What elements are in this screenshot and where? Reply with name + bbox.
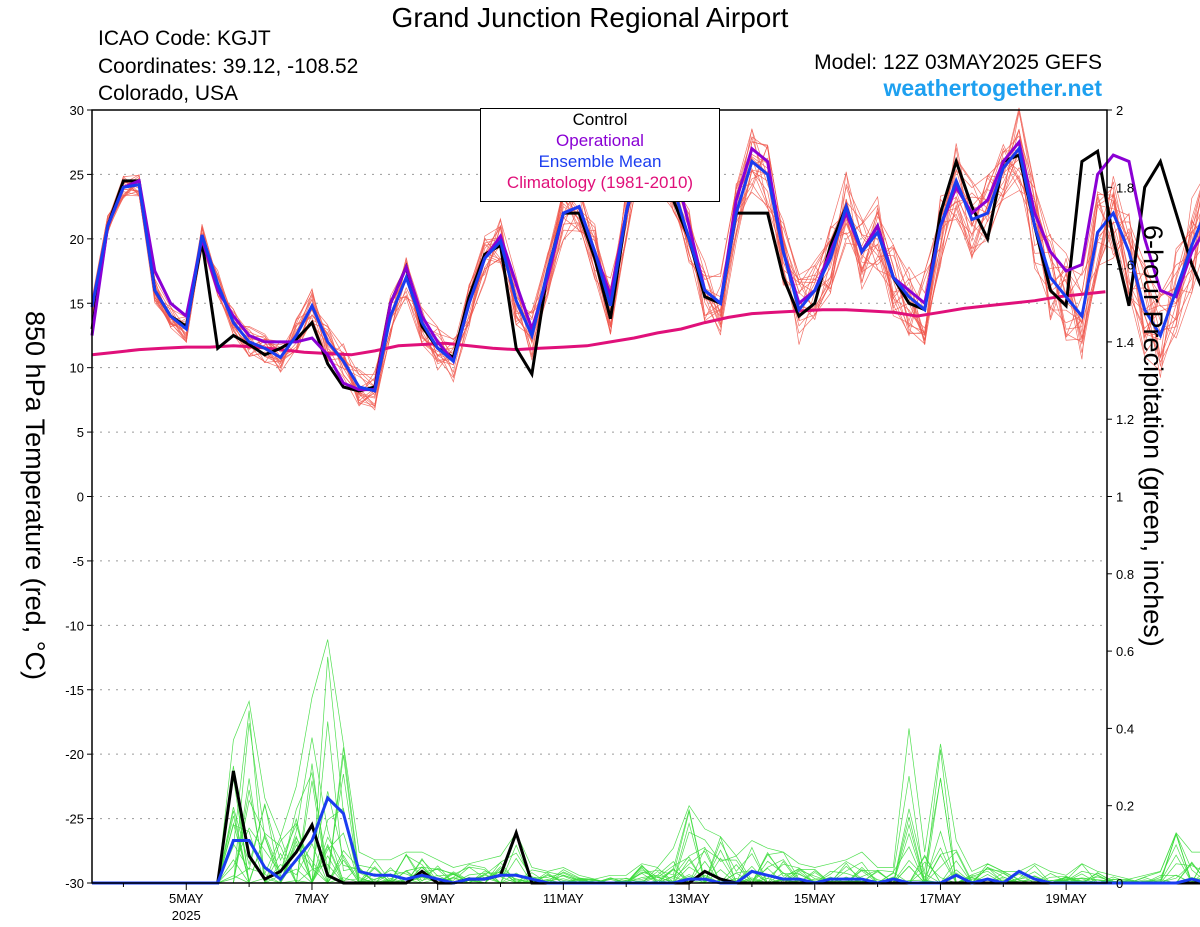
precipitation-member-line — [92, 823, 1200, 884]
x-tick-label: 7MAY — [295, 891, 330, 906]
y2-tick-label: 1.2 — [1116, 412, 1134, 427]
y2-tick-label: 2 — [1116, 103, 1123, 118]
x-tick-label: 17MAY — [920, 891, 962, 906]
precipitation-member-line — [92, 749, 1200, 885]
precipitation-member-line — [92, 639, 1200, 884]
x-tick-label: 9MAY — [420, 891, 455, 906]
y-tick-label: -10 — [65, 618, 84, 633]
precipitation-member-line — [92, 791, 1200, 884]
mean-precip-line — [92, 795, 1200, 885]
legend-operational: Operational — [556, 131, 644, 150]
y-axis-label-left: 850 hPa Temperature (red, °C) — [20, 310, 50, 680]
y-tick-label: 20 — [70, 232, 84, 247]
axis-ticks: 302520151050-5-10-15-20-25-3021.81.61.41… — [65, 103, 1134, 923]
x-tick-label: 13MAY — [668, 891, 710, 906]
y2-tick-label: 1.8 — [1116, 180, 1134, 195]
y-tick-label: 30 — [70, 103, 84, 118]
model-run: Model: 12Z 03MAY2025 GEFS — [814, 51, 1102, 74]
y-tick-label: -25 — [65, 812, 84, 827]
y-tick-label: -15 — [65, 683, 84, 698]
y-tick-label: -30 — [65, 876, 84, 891]
legend-control: Control — [572, 110, 628, 129]
precipitation-ensemble-members — [92, 639, 1200, 885]
site-name: weathertogether.net — [883, 75, 1102, 101]
precipitation-member-line — [92, 777, 1200, 885]
precipitation-member-line — [92, 747, 1200, 884]
precipitation-member-line — [92, 656, 1200, 884]
temperature-member-line — [91, 131, 1200, 405]
x-tick-label: 15MAY — [794, 891, 836, 906]
y-tick-label: 25 — [70, 167, 84, 182]
legend-climatology: Climatology (1981-2010) — [506, 173, 694, 192]
y2-tick-label: 0.2 — [1116, 799, 1134, 814]
climatology-line — [91, 290, 1106, 357]
x-tick-label: 11MAY — [543, 891, 584, 906]
legend-ensemble-mean: Ensemble Mean — [538, 152, 662, 171]
y2-tick-label: 1 — [1116, 490, 1123, 505]
y2-tick-label: 0.4 — [1116, 721, 1134, 736]
y-axis-label-right: 6-hour Precipitation (green, inches) — [1138, 225, 1168, 647]
precipitation-member-line — [92, 763, 1200, 884]
y2-tick-label: 0.6 — [1116, 644, 1134, 659]
temperature-member-line — [91, 123, 1200, 375]
y-tick-label: 5 — [77, 425, 84, 440]
precipitation-member-line — [92, 737, 1200, 884]
y-tick-label: -20 — [65, 747, 84, 762]
temperature-member-line — [91, 107, 1200, 398]
region: Colorado, USA — [98, 82, 239, 105]
y2-tick-label: 1.6 — [1116, 258, 1134, 273]
control-temp-line — [90, 148, 1200, 393]
mean-temp-line — [90, 138, 1200, 393]
temperature-member-line — [91, 119, 1200, 389]
x-tick-label: 19MAY — [1045, 891, 1087, 906]
y2-tick-label: 1.4 — [1116, 335, 1134, 350]
y-tick-label: 10 — [70, 361, 84, 376]
icao-code: ICAO Code: KGJT — [98, 27, 271, 50]
x-tick-year-label: 2025 — [172, 908, 201, 923]
y-tick-label: 0 — [77, 490, 84, 505]
coordinates: Coordinates: 39.12, -108.52 — [98, 55, 359, 78]
x-tick-label: 5MAY — [169, 891, 204, 906]
page-title: Grand Junction Regional Airport — [391, 2, 789, 33]
y2-tick-label: 0.8 — [1116, 567, 1134, 582]
y-tick-label: 15 — [70, 296, 84, 311]
y2-tick-label: 0 — [1116, 876, 1123, 891]
legend: Control Operational Ensemble Mean Climat… — [480, 108, 720, 202]
y-tick-label: -5 — [72, 554, 84, 569]
